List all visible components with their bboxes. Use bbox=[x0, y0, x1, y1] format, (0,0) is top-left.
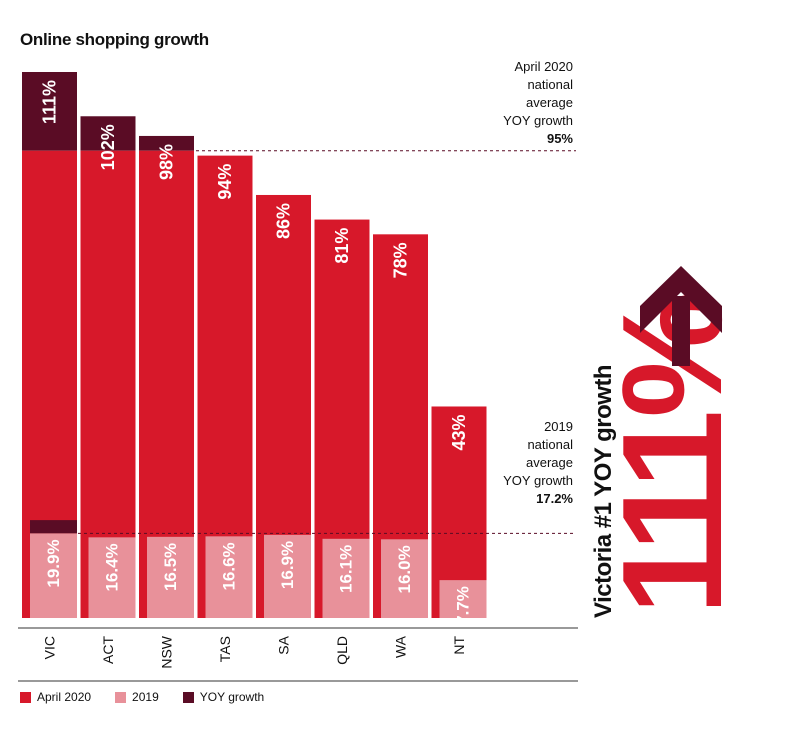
label-april-2020-vic: 111% bbox=[40, 80, 60, 124]
label-april-2020-nsw: 98% bbox=[157, 144, 177, 180]
x-tick-vic: VIC bbox=[42, 636, 58, 659]
bar-yoy-2019-vic bbox=[30, 520, 77, 534]
ref-2020-line-2: national bbox=[527, 77, 573, 92]
label-2019-qld: 16.1% bbox=[337, 545, 356, 593]
label-2019-tas: 16.6% bbox=[220, 542, 239, 590]
callout-text: Victoria #1 YOY growth bbox=[590, 364, 617, 618]
ref-2020-line-1: April 2020 bbox=[514, 59, 573, 74]
ref-2020-value: 95% bbox=[546, 131, 573, 146]
x-tick-wa: WA bbox=[393, 635, 409, 658]
bar-yoy-2020-act bbox=[80, 116, 136, 151]
legend-item-yoy-growth: YOY growth bbox=[182, 690, 265, 704]
x-tick-tas: TAS bbox=[217, 636, 233, 662]
legend-swatch-yoy-growth bbox=[182, 691, 194, 703]
bar-2019-vic bbox=[30, 533, 77, 618]
label-2019-nt: 7.7% bbox=[454, 586, 473, 625]
bar-2019-act bbox=[88, 537, 136, 618]
label-april-2020-wa: 78% bbox=[391, 242, 411, 278]
x-tick-qld: QLD bbox=[334, 636, 350, 665]
bar-2019-nsw bbox=[147, 536, 194, 618]
legend-label-yoy-growth: YOY growth bbox=[199, 690, 265, 704]
label-april-2020-qld: 81% bbox=[332, 228, 352, 264]
label-april-2020-nt: 43% bbox=[449, 414, 469, 450]
label-april-2020-sa: 86% bbox=[274, 203, 294, 239]
legend: April 2020 2019 YOY growth bbox=[20, 690, 288, 704]
legend-label-2019: 2019 bbox=[132, 690, 159, 704]
label-2019-nsw: 16.5% bbox=[161, 543, 180, 591]
ref-2019-line-3: average bbox=[526, 455, 573, 470]
x-tick-nsw: NSW bbox=[159, 635, 175, 668]
label-2019-wa: 16.0% bbox=[395, 545, 414, 593]
ref-2020-line-4: YOY growth bbox=[503, 113, 573, 128]
bar-2019-tas bbox=[205, 536, 253, 618]
label-2019-vic: 19.9% bbox=[44, 539, 63, 587]
callout-number: 111% bbox=[593, 299, 752, 615]
legend-item-april-2020: April 2020 bbox=[20, 690, 91, 704]
bar-yoy-2020-vic bbox=[22, 72, 77, 151]
label-2019-act: 16.4% bbox=[103, 543, 122, 591]
label-2019-sa: 16.9% bbox=[278, 541, 297, 589]
ref-2019-value: 17.2% bbox=[536, 491, 573, 506]
chart-title: Online shopping growth bbox=[20, 30, 209, 49]
label-april-2020-act: 102% bbox=[98, 124, 118, 170]
ref-2019-line-1: 2019 bbox=[544, 419, 573, 434]
bar-2019-sa bbox=[264, 534, 311, 618]
ref-2019-line-2: national bbox=[527, 437, 573, 452]
bar-2019-wa bbox=[381, 539, 428, 618]
bar-2019-nt bbox=[439, 580, 487, 618]
ref-2019-annotation: 2019 national average YOY growth 17.2% bbox=[503, 418, 573, 508]
label-april-2020-tas: 94% bbox=[215, 164, 235, 200]
x-tick-sa: SA bbox=[276, 635, 292, 654]
x-tick-act: ACT bbox=[100, 636, 116, 664]
legend-item-2019: 2019 bbox=[115, 690, 159, 704]
bar-2019-qld bbox=[322, 538, 370, 618]
bar-yoy-2020-nsw bbox=[139, 135, 194, 151]
x-tick-nt: NT bbox=[451, 636, 467, 655]
ref-2020-annotation: April 2020 national average YOY growth 9… bbox=[503, 58, 573, 148]
ref-2019-line-4: YOY growth bbox=[503, 473, 573, 488]
ref-2020-line-3: average bbox=[526, 95, 573, 110]
legend-swatch-2019 bbox=[115, 691, 127, 703]
legend-label-april-2020: April 2020 bbox=[37, 690, 92, 704]
legend-swatch-april-2020 bbox=[20, 691, 31, 703]
